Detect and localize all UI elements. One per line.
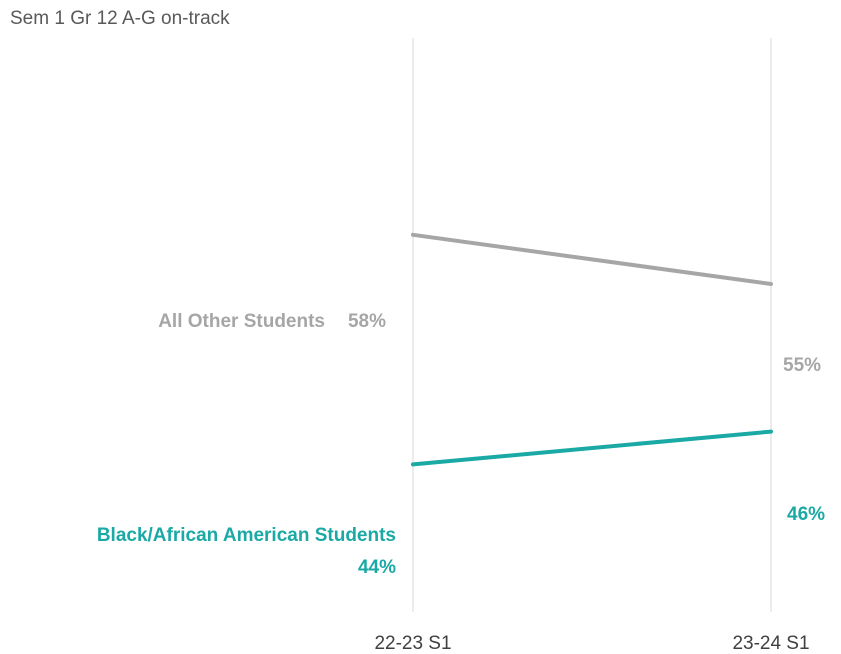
data-label-all-other-22-23: 58% — [348, 311, 386, 332]
x-tick-label-0: 22-23 S1 — [374, 633, 451, 654]
data-label-all-other-23-24: 55% — [783, 355, 821, 376]
series-label-black-african-american-students: Black/African American Students — [97, 525, 396, 546]
series-line-black-african-american-students — [411, 429, 773, 467]
data-label-black-aa-22-23: 44% — [358, 557, 396, 578]
series-line-all-other-students — [411, 232, 773, 286]
x-tick-label-1: 23-24 S1 — [732, 633, 809, 654]
data-label-black-aa-23-24: 46% — [787, 504, 825, 525]
series-label-all-other-students: All Other Students — [158, 311, 325, 332]
chart-title: Sem 1 Gr 12 A-G on-track — [10, 8, 230, 29]
